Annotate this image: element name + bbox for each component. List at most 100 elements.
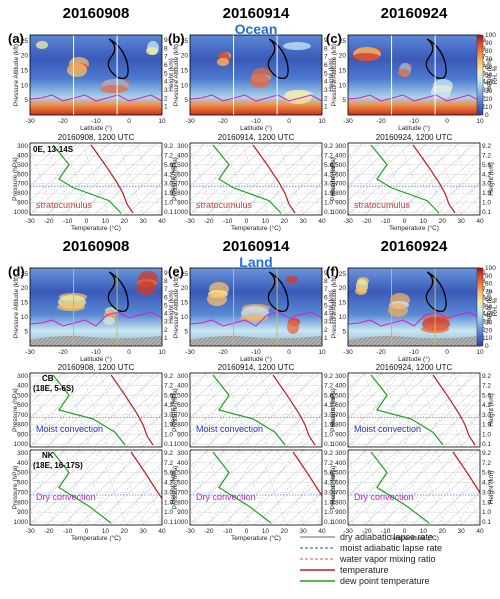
height-tick-label: 3.0 <box>324 489 333 496</box>
pressure-tick-label: 1000 <box>14 519 29 526</box>
moist-adiabat <box>207 373 260 447</box>
dry-adiabat <box>190 143 270 215</box>
boundary-layer-line <box>29 94 163 102</box>
mixing-ratio-line <box>205 373 233 447</box>
pressure-tick-label: 900 <box>17 200 28 207</box>
height-tick-label: 4 <box>324 79 328 86</box>
legend-label: moist adiabatic lapse rate <box>340 543 442 553</box>
date-title: 20160924 <box>381 238 448 255</box>
height-tick-label: 4.2 <box>324 480 333 487</box>
y-tick-label: 5 <box>24 329 28 336</box>
height-tick-label: 4.2 <box>482 402 491 409</box>
height-tick-label: 8 <box>164 278 168 285</box>
temperature-tick-label: -10 <box>63 528 73 535</box>
colorbar-tick-label: 90 <box>485 40 493 47</box>
y-tick-label: 20 <box>181 285 189 292</box>
mixing-ratio-line <box>30 429 37 447</box>
height-tick-label: 7 <box>164 54 168 61</box>
pressure-tick-label: 400 <box>17 152 28 159</box>
height-tick-label: 1 <box>482 104 486 111</box>
dry-adiabat <box>109 167 162 215</box>
mixing-ratio-line <box>99 373 127 447</box>
x-tick-label: -20 <box>218 118 228 125</box>
mixing-ratio-line <box>417 143 445 215</box>
pressure-tick-label: 600 <box>335 480 346 487</box>
height-tick-label: 1.0 <box>164 431 173 438</box>
dry-adiabat <box>93 152 162 215</box>
mixing-ratio-line <box>205 450 233 525</box>
x-tick-label: -30 <box>185 349 195 356</box>
pressure-tick-label: 600 <box>177 171 188 178</box>
rh-patch <box>355 287 367 295</box>
terrain <box>348 336 480 346</box>
dry-adiabat <box>348 373 398 419</box>
colorbar-tick-label: 90 <box>485 273 493 280</box>
height-tick-label: 9 <box>324 37 328 44</box>
pressure-tick-label: 600 <box>17 171 28 178</box>
dewpoint-profile <box>52 144 122 214</box>
mixing-ratio-line <box>453 450 480 525</box>
mixing-ratio-line <box>348 378 373 447</box>
height-tick-label: 4 <box>324 311 328 318</box>
rh-patch <box>136 281 156 295</box>
x-tick-label: -30 <box>185 118 195 125</box>
y-tick-label: 25 <box>339 38 347 45</box>
pressure-tick-label: 300 <box>335 450 346 457</box>
height-tick-label: 3 <box>482 87 486 94</box>
height-tick-label: 3.0 <box>482 412 491 419</box>
x-tick-label: -20 <box>376 349 386 356</box>
site-coords: (18E, 5-6S) <box>33 384 74 393</box>
pressure-tick-label: 600 <box>335 402 346 409</box>
height-tick-label: 7 <box>482 54 486 61</box>
dry-adiabat <box>190 450 225 482</box>
temperature-tick-label: -10 <box>223 528 233 535</box>
pressure-axis-label: Pressure (hPa) <box>330 466 337 510</box>
moist-adiabat <box>30 450 47 474</box>
rh-patch <box>103 317 115 325</box>
dry-adiabat <box>30 373 64 404</box>
mixing-ratio-line <box>348 455 373 525</box>
height-tick-label: 5 <box>482 70 486 77</box>
rh-field <box>348 268 480 346</box>
region-label-land: Land <box>239 254 272 270</box>
height-tick-label: 5 <box>164 302 168 309</box>
dry-adiabat <box>348 143 396 187</box>
x-tick-label: -30 <box>343 118 353 125</box>
moist-adiabat <box>348 450 365 474</box>
pressure-axis-label: Pressure (hPa) <box>12 388 19 432</box>
height-tick-label: 7 <box>324 286 328 293</box>
dry-adiabat <box>348 373 414 433</box>
height-axis-label: Height (km) <box>330 393 337 427</box>
moist-adiabat <box>119 386 162 447</box>
mixing-ratio-line <box>363 450 391 525</box>
temperature-tick-label: 10 <box>262 218 270 225</box>
mixing-ratio-line <box>348 147 373 215</box>
pressure-tick-label: 1000 <box>14 441 29 448</box>
moist-adiabat <box>30 143 81 215</box>
pressure-tick-label: 700 <box>335 181 346 188</box>
mixing-ratio-line <box>30 507 37 525</box>
height-tick-label: 9 <box>324 270 328 277</box>
temperature-tick-label: 20 <box>281 218 289 225</box>
y-tick-label: 10 <box>21 82 29 89</box>
mixing-ratio-line <box>190 429 197 447</box>
rh-patch <box>286 276 298 284</box>
height-tick-label: 4 <box>482 79 486 86</box>
height-tick-label: 6 <box>164 62 168 69</box>
x-tick-label: 10 <box>318 349 326 356</box>
x-axis-label: Latitude (°) <box>398 355 430 363</box>
height-tick-label: 0.1 <box>482 519 491 526</box>
moist-adiabat <box>47 143 99 215</box>
pressure-tick-label: 500 <box>17 392 28 399</box>
rh-patch <box>240 314 268 322</box>
y-tick-label: 5 <box>342 329 346 336</box>
colorbar-tick-label: 60 <box>485 64 493 71</box>
mixing-ratio-line <box>30 197 37 215</box>
panel-label: (b) <box>168 31 185 46</box>
moist-adiabat <box>243 143 295 215</box>
height-tick-label: 3 <box>324 319 328 326</box>
moist-adiabat <box>101 373 154 447</box>
site-label: 0E, 13-14S <box>33 145 74 154</box>
moist-adiabat <box>190 373 224 422</box>
